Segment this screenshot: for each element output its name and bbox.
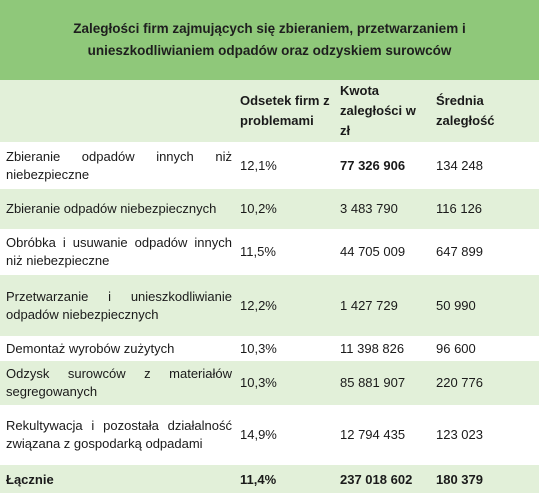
row-label: Przetwarzanie i unieszkodliwianie odpadó… [6, 288, 232, 322]
row-average: 123 023 [436, 427, 483, 442]
row-share: 10,2% [240, 201, 277, 216]
row-average: 647 899 [436, 244, 483, 259]
row-share: 12,2% [240, 297, 277, 313]
total-amount: 237 018 602 [340, 471, 413, 487]
row-share: 14,9% [240, 427, 277, 442]
row-label: Zbieranie odpadów niebezpiecznych [6, 201, 217, 216]
row-average: 220 776 [436, 375, 483, 390]
table-row: Demontaż wyrobów zużytych 10,3% 11 398 8… [0, 336, 539, 361]
table-row: Obróbka i usuwanie odpadów innych niż ni… [0, 229, 539, 275]
total-row: Łącznie 11,4% 237 018 602 180 379 [0, 465, 539, 493]
total-average: 180 379 [436, 471, 483, 487]
table-row: Rekultywacja i pozostała działalność zwi… [0, 405, 539, 465]
table-row: Odzysk surowców z materiałów segregowany… [0, 361, 539, 405]
row-label: Demontaż wyrobów zużytych [6, 340, 175, 356]
table-row: Zbieranie odpadów niebezpiecznych 10,2% … [0, 189, 539, 229]
row-amount: 85 881 907 [340, 375, 406, 390]
header-amount: Kwota zaległości w zł [340, 83, 416, 138]
row-share: 11,5% [240, 244, 276, 259]
table-row: Zbieranie odpadów innych niż niebezpiecz… [0, 142, 539, 189]
header-share: Odsetek firm z problemami [240, 93, 330, 128]
row-amount: 3 483 790 [340, 201, 398, 216]
total-share: 11,4% [240, 471, 277, 487]
row-label: Zbieranie odpadów innych niż niebezpiecz… [6, 148, 232, 182]
table-row: Przetwarzanie i unieszkodliwianie odpadó… [0, 275, 539, 336]
row-amount: 12 794 435 [340, 427, 406, 442]
row-amount: 11 398 826 [340, 340, 405, 356]
header-row: Odsetek firm z problemami Kwota zaległoś… [0, 80, 539, 142]
row-amount: 1 427 729 [340, 297, 398, 313]
row-average: 134 248 [436, 157, 483, 173]
arrears-table: Odsetek firm z problemami Kwota zaległoś… [0, 80, 539, 493]
row-amount: 44 705 009 [340, 244, 406, 259]
header-average: Średnia zaległość [436, 93, 495, 128]
row-share: 10,3% [240, 375, 277, 390]
table-title: Zaległości firm zajmujących się zbierani… [0, 0, 539, 80]
row-label: Rekultywacja i pozostała działalność zwi… [6, 418, 232, 451]
row-average: 96 600 [436, 340, 476, 356]
row-label: Odzysk surowców z materiałów segregowany… [6, 366, 232, 399]
row-share: 12,1% [240, 157, 277, 173]
row-share: 10,3% [240, 340, 277, 356]
header-category [0, 80, 236, 142]
total-label: Łącznie [6, 471, 54, 487]
row-amount: 77 326 906 [340, 157, 406, 173]
row-label: Obróbka i usuwanie odpadów innych niż ni… [6, 235, 232, 268]
row-average: 50 990 [436, 297, 476, 313]
row-average: 116 126 [436, 201, 483, 216]
